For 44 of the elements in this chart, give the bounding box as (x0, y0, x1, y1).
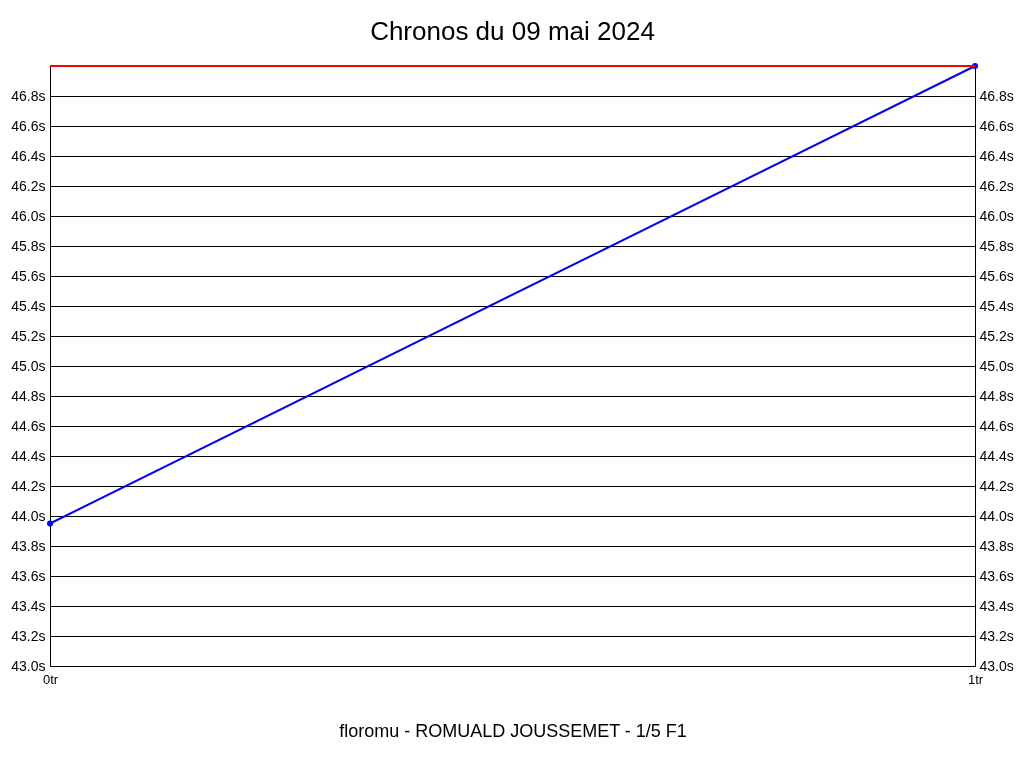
y2-tick-label: 43.0s (979, 657, 1014, 674)
y2-tick-label: 45.4s (979, 297, 1014, 314)
y2-tick-label: 43.6s (979, 567, 1014, 584)
y-tick-label: 43.4s (11, 597, 46, 614)
y2-tick-label: 46.0s (979, 207, 1014, 224)
y-tick-label: 44.6s (11, 417, 46, 434)
y-tick-label: 44.8s (11, 387, 46, 404)
y-tick-label: 44.4s (11, 447, 46, 464)
y-tick-label: 46.8s (11, 87, 46, 104)
y2-tick-label: 45.6s (979, 267, 1014, 284)
x-tick-label: 0tr (42, 671, 59, 687)
y2-tick-label: 44.4s (979, 447, 1014, 464)
y2-tick-label: 45.2s (979, 327, 1014, 344)
y2-tick-label: 44.0s (979, 507, 1014, 524)
y-tick-label: 45.4s (11, 297, 46, 314)
y2-tick-label: 45.8s (979, 237, 1014, 254)
y-tick-label: 43.0s (11, 657, 46, 674)
y2-tick-label: 46.6s (979, 117, 1014, 134)
x-tick-label: 1tr (967, 671, 984, 687)
y2-tick-label: 43.4s (979, 597, 1014, 614)
y-tick-label: 46.0s (11, 207, 46, 224)
y2-tick-label: 46.8s (979, 87, 1014, 104)
y-tick-label: 43.8s (11, 537, 46, 554)
y-tick-label: 46.6s (11, 117, 46, 134)
y2-tick-label: 46.4s (979, 147, 1014, 164)
chart-title: Chronos du 09 mai 2024 (370, 16, 655, 46)
y-tick-label: 44.2s (11, 477, 46, 494)
y-tick-label: 43.2s (11, 627, 46, 644)
y2-tick-label: 43.8s (979, 537, 1014, 554)
y-tick-label: 46.4s (11, 147, 46, 164)
y2-tick-label: 44.2s (979, 477, 1014, 494)
y-tick-label: 45.8s (11, 237, 46, 254)
y-tick-label: 45.2s (11, 327, 46, 344)
y-tick-label: 43.6s (11, 567, 46, 584)
y-tick-label: 45.6s (11, 267, 46, 284)
y2-tick-label: 46.2s (979, 177, 1014, 194)
x-axis-title: floromu - ROMUALD JOUSSEMET - 1/5 F1 (339, 720, 687, 741)
y2-tick-label: 44.6s (979, 417, 1014, 434)
y2-tick-label: 44.8s (979, 387, 1014, 404)
y-tick-label: 46.2s (11, 177, 46, 194)
y2-tick-label: 43.2s (979, 627, 1014, 644)
y-tick-label: 45.0s (11, 357, 46, 374)
y2-tick-label: 45.0s (979, 357, 1014, 374)
y-tick-label: 44.0s (11, 507, 46, 524)
